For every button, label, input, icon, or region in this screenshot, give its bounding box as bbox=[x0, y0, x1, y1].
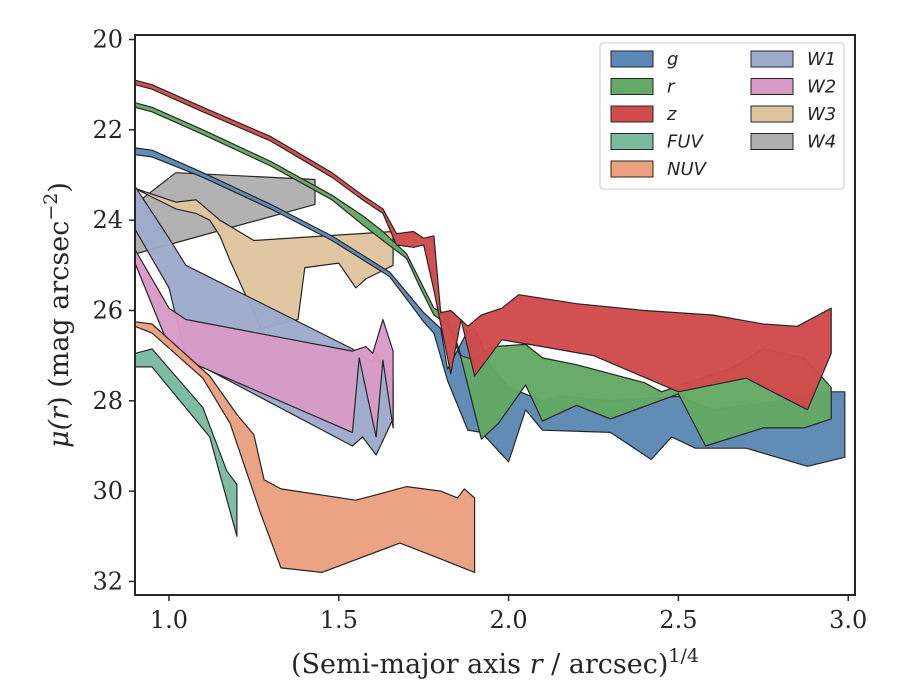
y-tick-label: 24 bbox=[92, 206, 123, 234]
x-tick-label: 3.0 bbox=[829, 606, 867, 634]
legend-swatch-w2 bbox=[750, 78, 794, 95]
legend-swatch-fuv bbox=[610, 133, 654, 150]
y-tick-label: 28 bbox=[92, 387, 123, 415]
x-axis-label: (Semi-major axis r / arcsec)1/4 bbox=[291, 645, 699, 680]
legend-swatch-nuv bbox=[610, 160, 654, 178]
x-tick-label: 2.0 bbox=[489, 606, 527, 634]
y-tick-label: 32 bbox=[92, 567, 123, 595]
legend-label-w1: W1 bbox=[807, 49, 836, 70]
legend-label-z: z bbox=[666, 104, 677, 125]
band-nuv bbox=[134, 321, 476, 573]
y-tick-label: 22 bbox=[92, 116, 123, 144]
y-axis-label: μ(r) (mag arcsec−2) bbox=[40, 182, 75, 448]
legend-label-g: g bbox=[667, 49, 678, 70]
x-tick-label: 1.5 bbox=[320, 606, 358, 634]
legend-label-fuv: FUV bbox=[667, 132, 705, 153]
legend-label-w3: W3 bbox=[807, 104, 836, 125]
y-axis-ticks: 20 22 24 26 28 30 32 bbox=[92, 26, 135, 595]
legend-swatch-z bbox=[610, 105, 654, 123]
legend-label-r: r bbox=[667, 77, 676, 98]
x-tick-label: 2.5 bbox=[659, 606, 697, 634]
legend-label-w4: W4 bbox=[807, 132, 836, 153]
legend-swatch-g bbox=[610, 50, 654, 68]
legend-swatch-w4 bbox=[750, 133, 794, 150]
legend-swatch-r bbox=[610, 78, 654, 95]
y-tick-label: 30 bbox=[92, 477, 123, 505]
profile-bands bbox=[134, 79, 846, 573]
legend-swatch-w3 bbox=[750, 105, 794, 123]
band-fuv bbox=[134, 348, 238, 537]
x-tick-label: 1.0 bbox=[150, 606, 188, 634]
plot-frame bbox=[134, 34, 856, 596]
legend-label-w2: W2 bbox=[807, 77, 836, 98]
legend: grz FUV NUV W1 W2 W3 W4 bbox=[599, 42, 845, 190]
legend-label-nuv: NUV bbox=[667, 159, 708, 180]
y-tick-label: 20 bbox=[92, 26, 123, 54]
legend-swatch-w1 bbox=[750, 50, 794, 68]
band-w3 bbox=[134, 187, 394, 330]
band-r bbox=[134, 102, 832, 447]
x-axis-ticks: 1.0 1.5 2.0 2.5 3.0 bbox=[150, 595, 867, 634]
band-z bbox=[134, 79, 832, 411]
y-tick-label: 26 bbox=[92, 296, 123, 324]
band-g bbox=[134, 147, 846, 467]
